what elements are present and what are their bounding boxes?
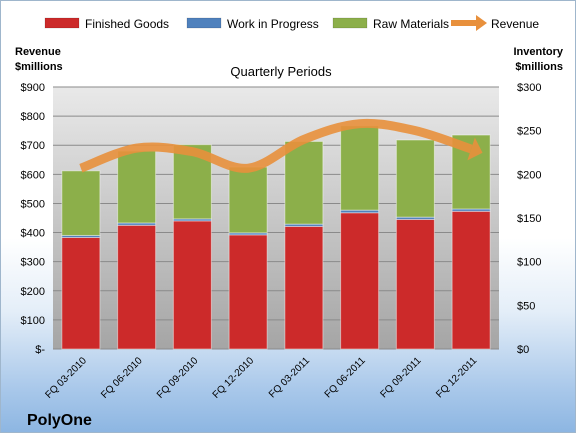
bar-raw-materials xyxy=(284,140,324,225)
revenue-line-path xyxy=(79,118,473,173)
right-tick-label: $100 xyxy=(517,257,541,269)
bar-finished-goods xyxy=(117,224,157,350)
left-tick-label: $400 xyxy=(21,228,45,240)
legend-label: Finished Goods xyxy=(85,17,169,31)
bar-finished-goods xyxy=(395,218,435,350)
right-tick-label: $200 xyxy=(517,169,541,181)
category-label: FQ 06-2011 xyxy=(323,355,368,400)
legend-label: Work in Progress xyxy=(227,17,319,31)
left-tick-label: $500 xyxy=(21,198,45,210)
category-label: FQ 12-2010 xyxy=(211,355,257,401)
bar-finished-goods xyxy=(61,237,101,350)
plot-title: Quarterly Periods xyxy=(230,64,332,79)
legend-arrow-icon xyxy=(476,15,487,31)
left-axis-title-line2: $millions xyxy=(15,61,63,73)
legend-label: Revenue xyxy=(491,17,539,31)
right-tick-label: $300 xyxy=(517,82,541,94)
bar-raw-materials xyxy=(395,139,435,218)
legend-swatch xyxy=(44,17,80,29)
legend-swatch xyxy=(186,17,222,29)
bar-finished-goods xyxy=(340,212,380,350)
bar-work-in-progress xyxy=(172,218,212,222)
left-tick-label: $800 xyxy=(21,111,45,123)
revenue-arrowhead xyxy=(467,137,483,161)
right-axis-title-line2: $millions xyxy=(515,61,563,73)
category-labels: FQ 03-2010 FQ 06-2010 FQ 09-2010 FQ 12-2010… xyxy=(43,355,479,401)
legend-label: Raw Materials xyxy=(373,17,449,31)
left-tick-label: $200 xyxy=(21,286,45,298)
category-label: FQ 12-2011 xyxy=(434,355,479,400)
bar-finished-goods xyxy=(228,234,268,350)
left-axis-ticks: $- $100 $200 $300 $400 $500 $600 $700 $800 $900 xyxy=(21,82,46,356)
left-tick-label: $100 xyxy=(21,315,45,327)
company-name: PolyOne xyxy=(27,412,92,429)
left-tick-label: $- xyxy=(35,344,45,356)
bar-raw-materials xyxy=(117,150,157,224)
left-tick-label: $900 xyxy=(21,82,45,94)
right-tick-label: $250 xyxy=(517,126,541,138)
left-axis-title-line1: Revenue xyxy=(15,46,61,58)
category-label: FQ 06-2010 xyxy=(99,355,145,401)
right-axis-ticks: $0 $50 $100 $150 $200 $250 $300 xyxy=(517,82,541,356)
bar-raw-materials xyxy=(340,125,380,211)
bar-raw-materials xyxy=(228,166,268,234)
left-tick-label: $600 xyxy=(21,169,45,181)
right-tick-label: $0 xyxy=(517,344,529,356)
right-axis-title-line1: Inventory xyxy=(513,46,563,58)
revenue-line xyxy=(79,118,483,173)
category-label: FQ 03-2011 xyxy=(267,355,312,400)
legend: Finished Goods Work in Progress Raw Materi… xyxy=(44,15,539,31)
bar-finished-goods xyxy=(451,210,491,350)
right-tick-label: $150 xyxy=(517,213,541,225)
bar-raw-materials xyxy=(61,170,101,236)
left-tick-label: $300 xyxy=(21,257,45,269)
legend-swatch xyxy=(332,17,368,29)
category-label: FQ 03-2010 xyxy=(43,355,89,401)
category-label: FQ 09-2011 xyxy=(379,355,424,400)
bar-finished-goods xyxy=(284,225,324,350)
category-label: FQ 09-2010 xyxy=(155,355,201,401)
right-tick-label: $50 xyxy=(517,300,535,312)
bars xyxy=(61,125,491,350)
bar-finished-goods xyxy=(172,220,212,350)
left-tick-label: $700 xyxy=(21,140,45,152)
